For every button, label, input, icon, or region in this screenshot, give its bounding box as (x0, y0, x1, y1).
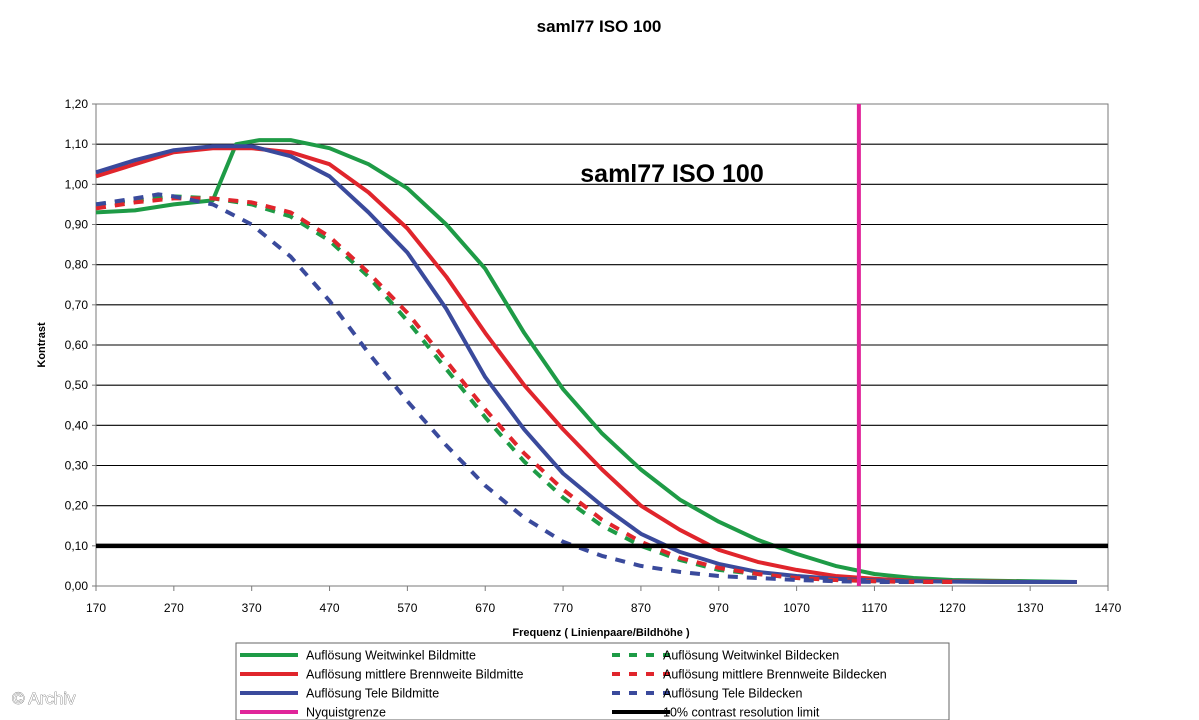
x-tick-label: 1070 (783, 601, 810, 615)
series-line-0 (95, 138, 1077, 584)
legend-label-6: Nyquistgrenze (306, 706, 386, 720)
x-tick-label: 270 (164, 601, 184, 615)
credit-text: © Archiv (12, 689, 76, 708)
series-line-3 (95, 194, 953, 584)
legend-label-4: Auflösung mittlere Brennweite Bildecken (663, 668, 887, 682)
y-tick-label: 0,40 (65, 418, 89, 432)
x-tick-label: 670 (475, 601, 495, 615)
y-tick-label: 0,70 (65, 298, 89, 312)
x-tick-label: 1470 (1095, 601, 1122, 615)
y-tick-label: 0,20 (65, 499, 89, 513)
x-tick-labels: 170 270 370 470 570 670 770 870 970 1070 1170 1270 1… (86, 586, 1122, 615)
legend: Auflösung Weitwinkel Bildmitte Auflösung … (240, 649, 887, 720)
y-tick-label: 0,90 (65, 218, 89, 232)
legend-box (235, 642, 950, 720)
x-tick-label: 1370 (1017, 601, 1044, 615)
series-line-1 (95, 146, 1077, 584)
x-tick-label: 1170 (862, 601, 888, 615)
y-tick-label: 0,80 (65, 258, 89, 272)
legend-label-5: Auflösung Tele Bildecken (663, 687, 802, 701)
chart-annotation: saml77 ISO 100 (580, 160, 763, 188)
series-lines (95, 138, 1077, 584)
y-axis-label: Kontrast (36, 322, 48, 368)
y-tick-label: 0,60 (65, 338, 89, 352)
x-tick-label: 1270 (939, 601, 966, 615)
y-tick-labels: 0,00 0,10 0,20 0,30 0,40 0,50 0,60 0,70 0,80 0,90… (65, 97, 96, 593)
x-axis-label: Frequenz ( Linienpaare/Bildhöhe ) (512, 627, 690, 639)
y-tick-label: 1,10 (65, 137, 89, 151)
legend-label-3: Auflösung Weitwinkel Bildecken (663, 649, 839, 663)
y-tick-label: 0,30 (65, 459, 89, 473)
x-tick-label: 370 (242, 601, 262, 615)
x-tick-label: 770 (553, 601, 573, 615)
chart-title: saml77 ISO 100 (537, 17, 662, 36)
x-tick-label: 170 (86, 601, 106, 615)
x-tick-label: 570 (397, 601, 417, 615)
y-tick-label: 0,00 (65, 579, 89, 593)
x-tick-label: 870 (631, 601, 651, 615)
legend-label-1: Auflösung mittlere Brennweite Bildmitte (306, 668, 524, 682)
legend-label-2: Auflösung Tele Bildmitte (306, 687, 439, 701)
series-line-4 (95, 196, 953, 584)
y-tick-label: 0,10 (65, 539, 89, 553)
reference-lines (96, 104, 1108, 586)
y-tick-label: 1,00 (65, 177, 89, 191)
y-tick-label: 0,50 (65, 378, 89, 392)
series-line-5 (95, 192, 914, 584)
y-tick-label: 1,20 (65, 97, 89, 111)
x-tick-label: 470 (320, 601, 340, 615)
series-line-2 (95, 144, 1077, 584)
legend-label-0: Auflösung Weitwinkel Bildmitte (306, 649, 476, 663)
legend-label-7: 10% contrast resolution limit (663, 706, 820, 720)
x-tick-label: 970 (709, 601, 729, 615)
